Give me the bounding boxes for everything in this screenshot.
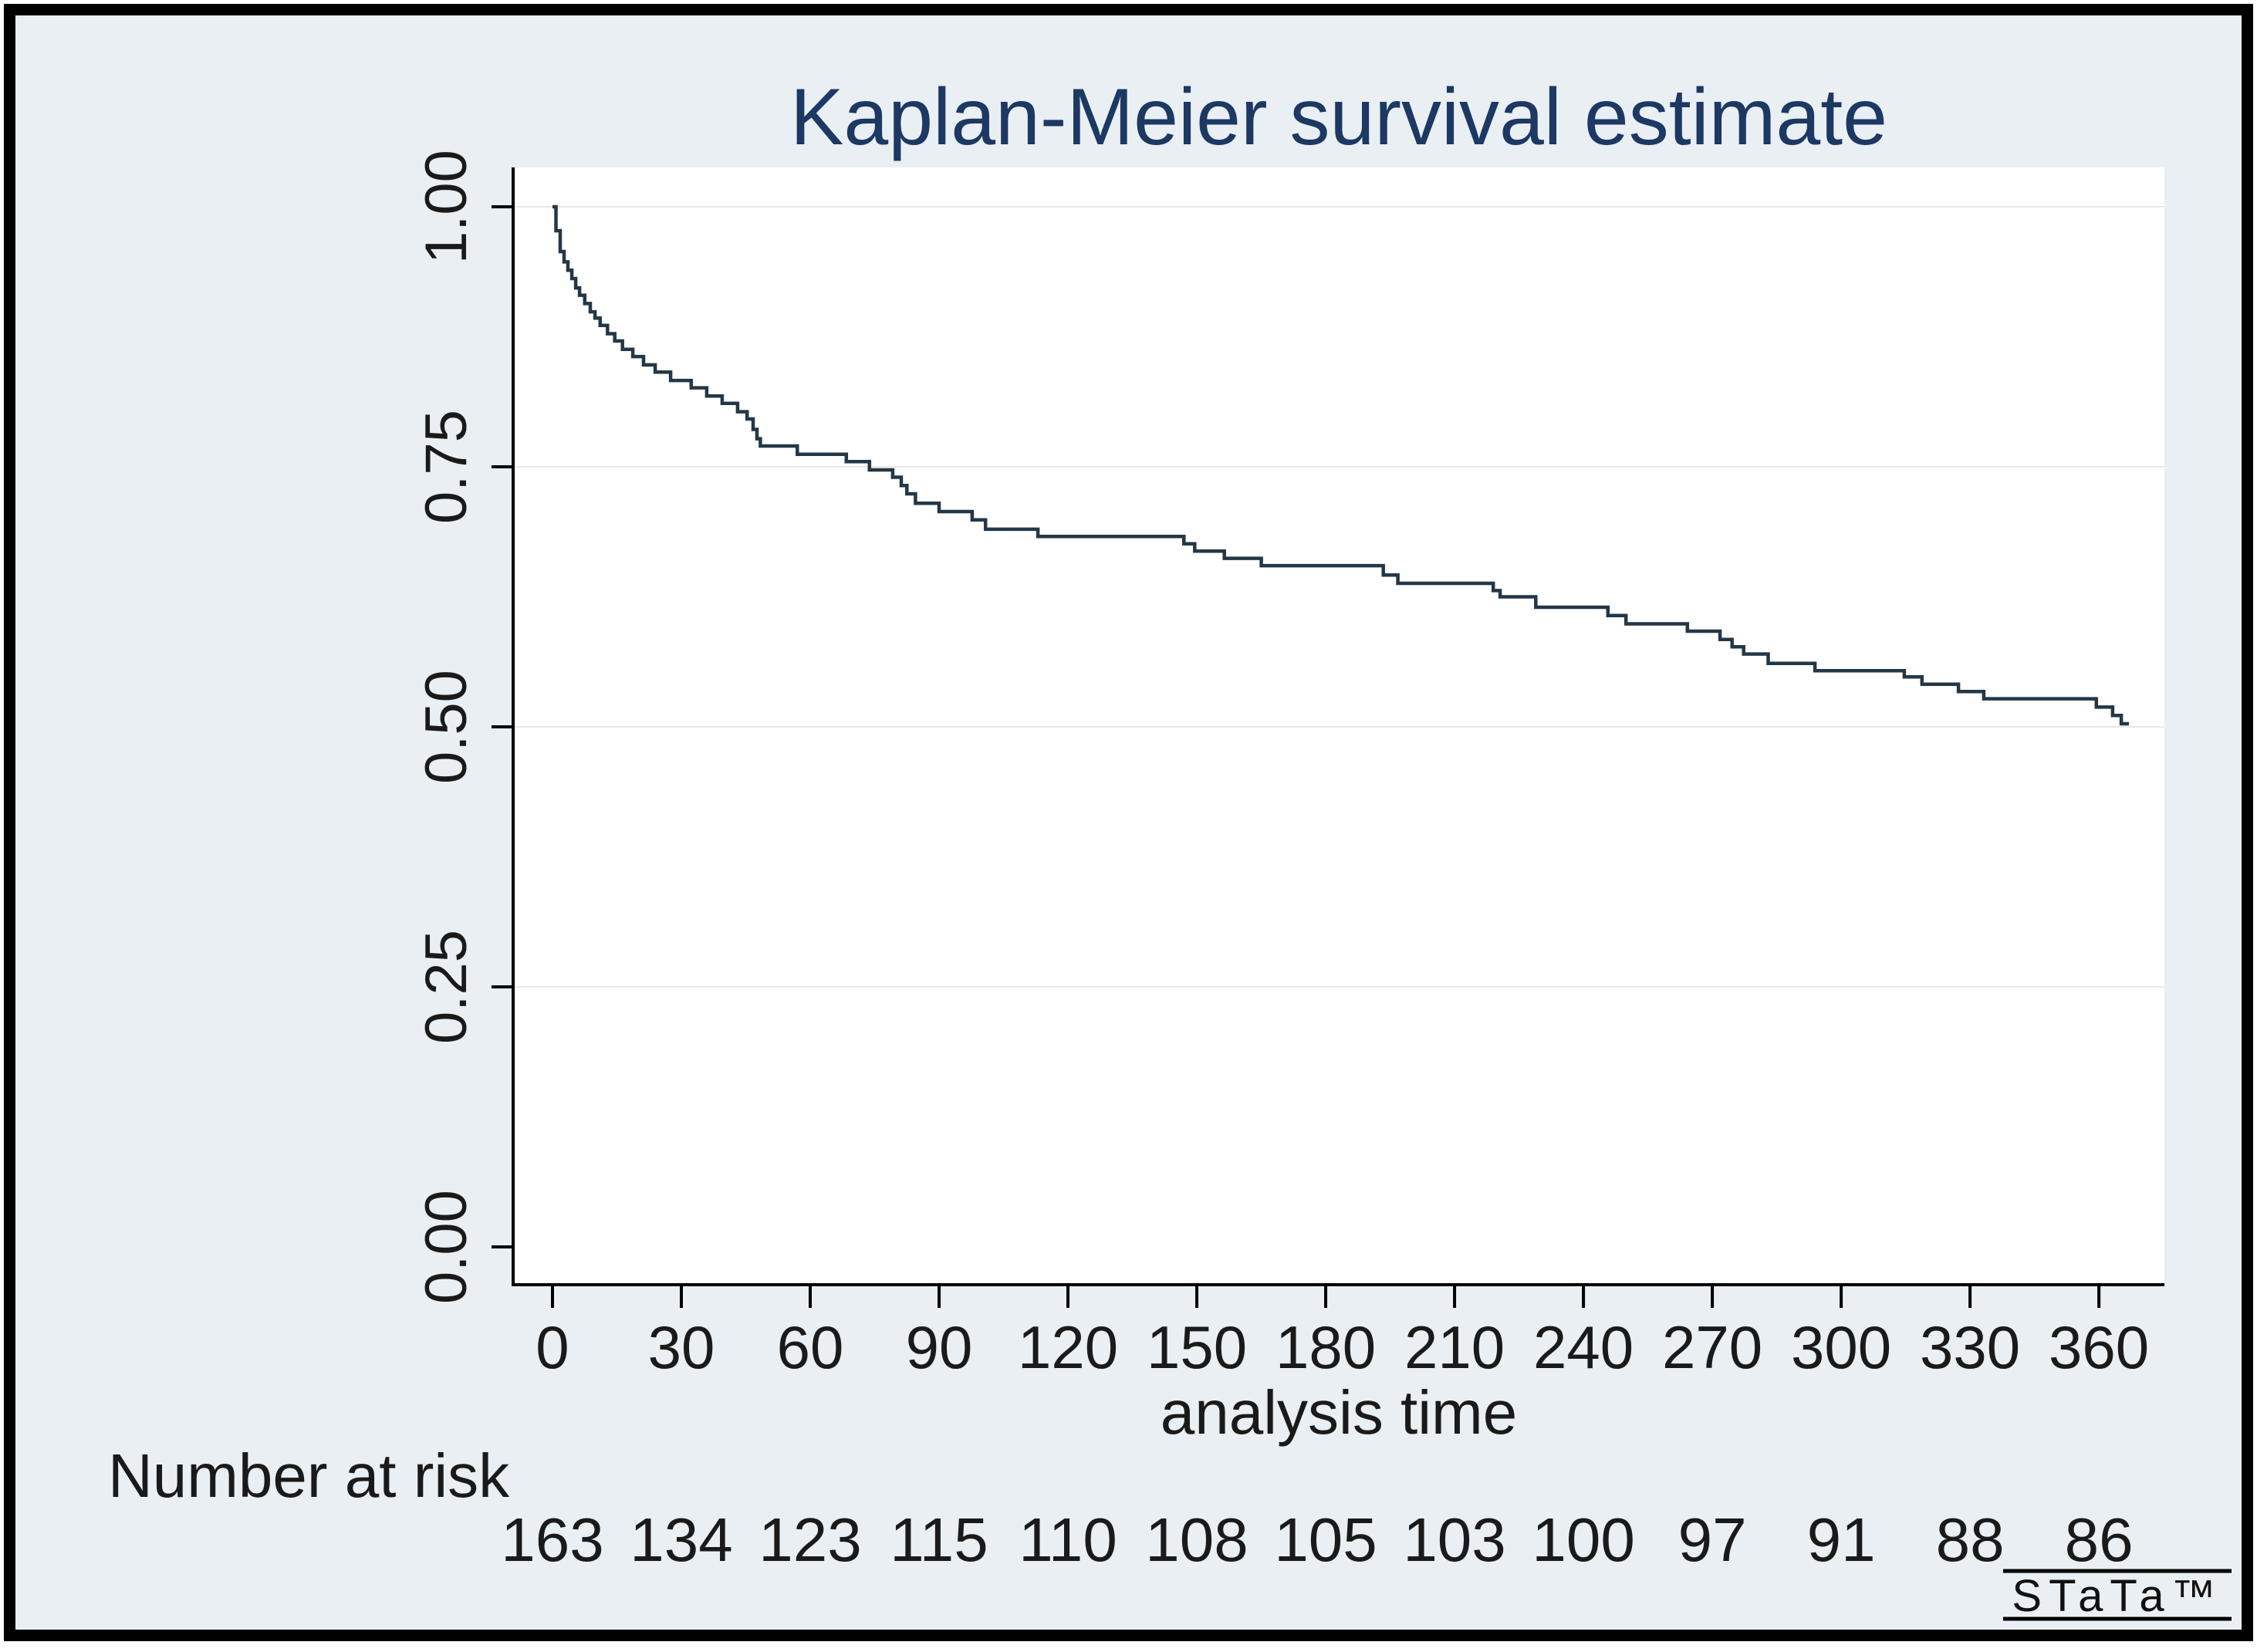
x-tick-label-180: 180 <box>1275 1313 1376 1381</box>
x-tick-label-150: 150 <box>1147 1313 1247 1381</box>
y-tick-label-0.25: 0.25 <box>414 930 479 1044</box>
x-tick-label-330: 330 <box>1920 1313 2020 1381</box>
x-axis-label: analysis time <box>1161 1378 1517 1447</box>
risk-count-t90: 115 <box>890 1505 988 1574</box>
number-at-risk-label: Number at risk <box>108 1441 510 1510</box>
x-tick-label-240: 240 <box>1533 1313 1634 1381</box>
chart-title: Kaplan-Meier survival estimate <box>790 73 1887 162</box>
y-tick-label-0.50: 0.50 <box>414 670 479 784</box>
risk-count-t60: 123 <box>759 1505 861 1574</box>
x-tick-label-300: 300 <box>1791 1313 1891 1381</box>
risk-count-t210: 103 <box>1403 1505 1505 1574</box>
risk-count-t360: 86 <box>2065 1505 2134 1574</box>
stata-logo-text: STaTa™ <box>2012 1571 2222 1621</box>
survival-curve <box>552 204 2130 726</box>
risk-count-t300: 91 <box>1807 1505 1876 1574</box>
risk-count-t330: 88 <box>1936 1505 2005 1574</box>
x-tick-label-210: 210 <box>1404 1313 1505 1381</box>
y-tick-label-0.00: 0.00 <box>414 1190 479 1304</box>
y-tick-label-1.00: 1.00 <box>414 150 479 264</box>
plot-layer: 0.00 0.25 0.50 0.75 1.00 0 30 60 90 120 150 180 210 2… <box>414 150 2164 1574</box>
stata-logo: STaTa™ <box>2003 1569 2232 1621</box>
risk-count-t180: 105 <box>1274 1505 1377 1574</box>
risk-count-t270: 97 <box>1678 1505 1747 1574</box>
risk-count-t150: 108 <box>1145 1505 1248 1574</box>
x-tick-label-270: 270 <box>1662 1313 1762 1381</box>
risk-count-t240: 100 <box>1532 1505 1634 1574</box>
risk-count-t0: 163 <box>501 1505 603 1574</box>
x-tick-label-60: 60 <box>777 1313 844 1381</box>
y-tick-label-0.75: 0.75 <box>414 410 479 524</box>
risk-count-t30: 134 <box>630 1505 732 1574</box>
x-tick-label-0: 0 <box>536 1313 569 1381</box>
x-tick-label-360: 360 <box>2049 1313 2149 1381</box>
x-tick-label-120: 120 <box>1018 1313 1118 1381</box>
x-tick-label-30: 30 <box>648 1313 715 1381</box>
x-tick-label-90: 90 <box>906 1313 973 1381</box>
risk-count-t120: 110 <box>1019 1505 1117 1574</box>
